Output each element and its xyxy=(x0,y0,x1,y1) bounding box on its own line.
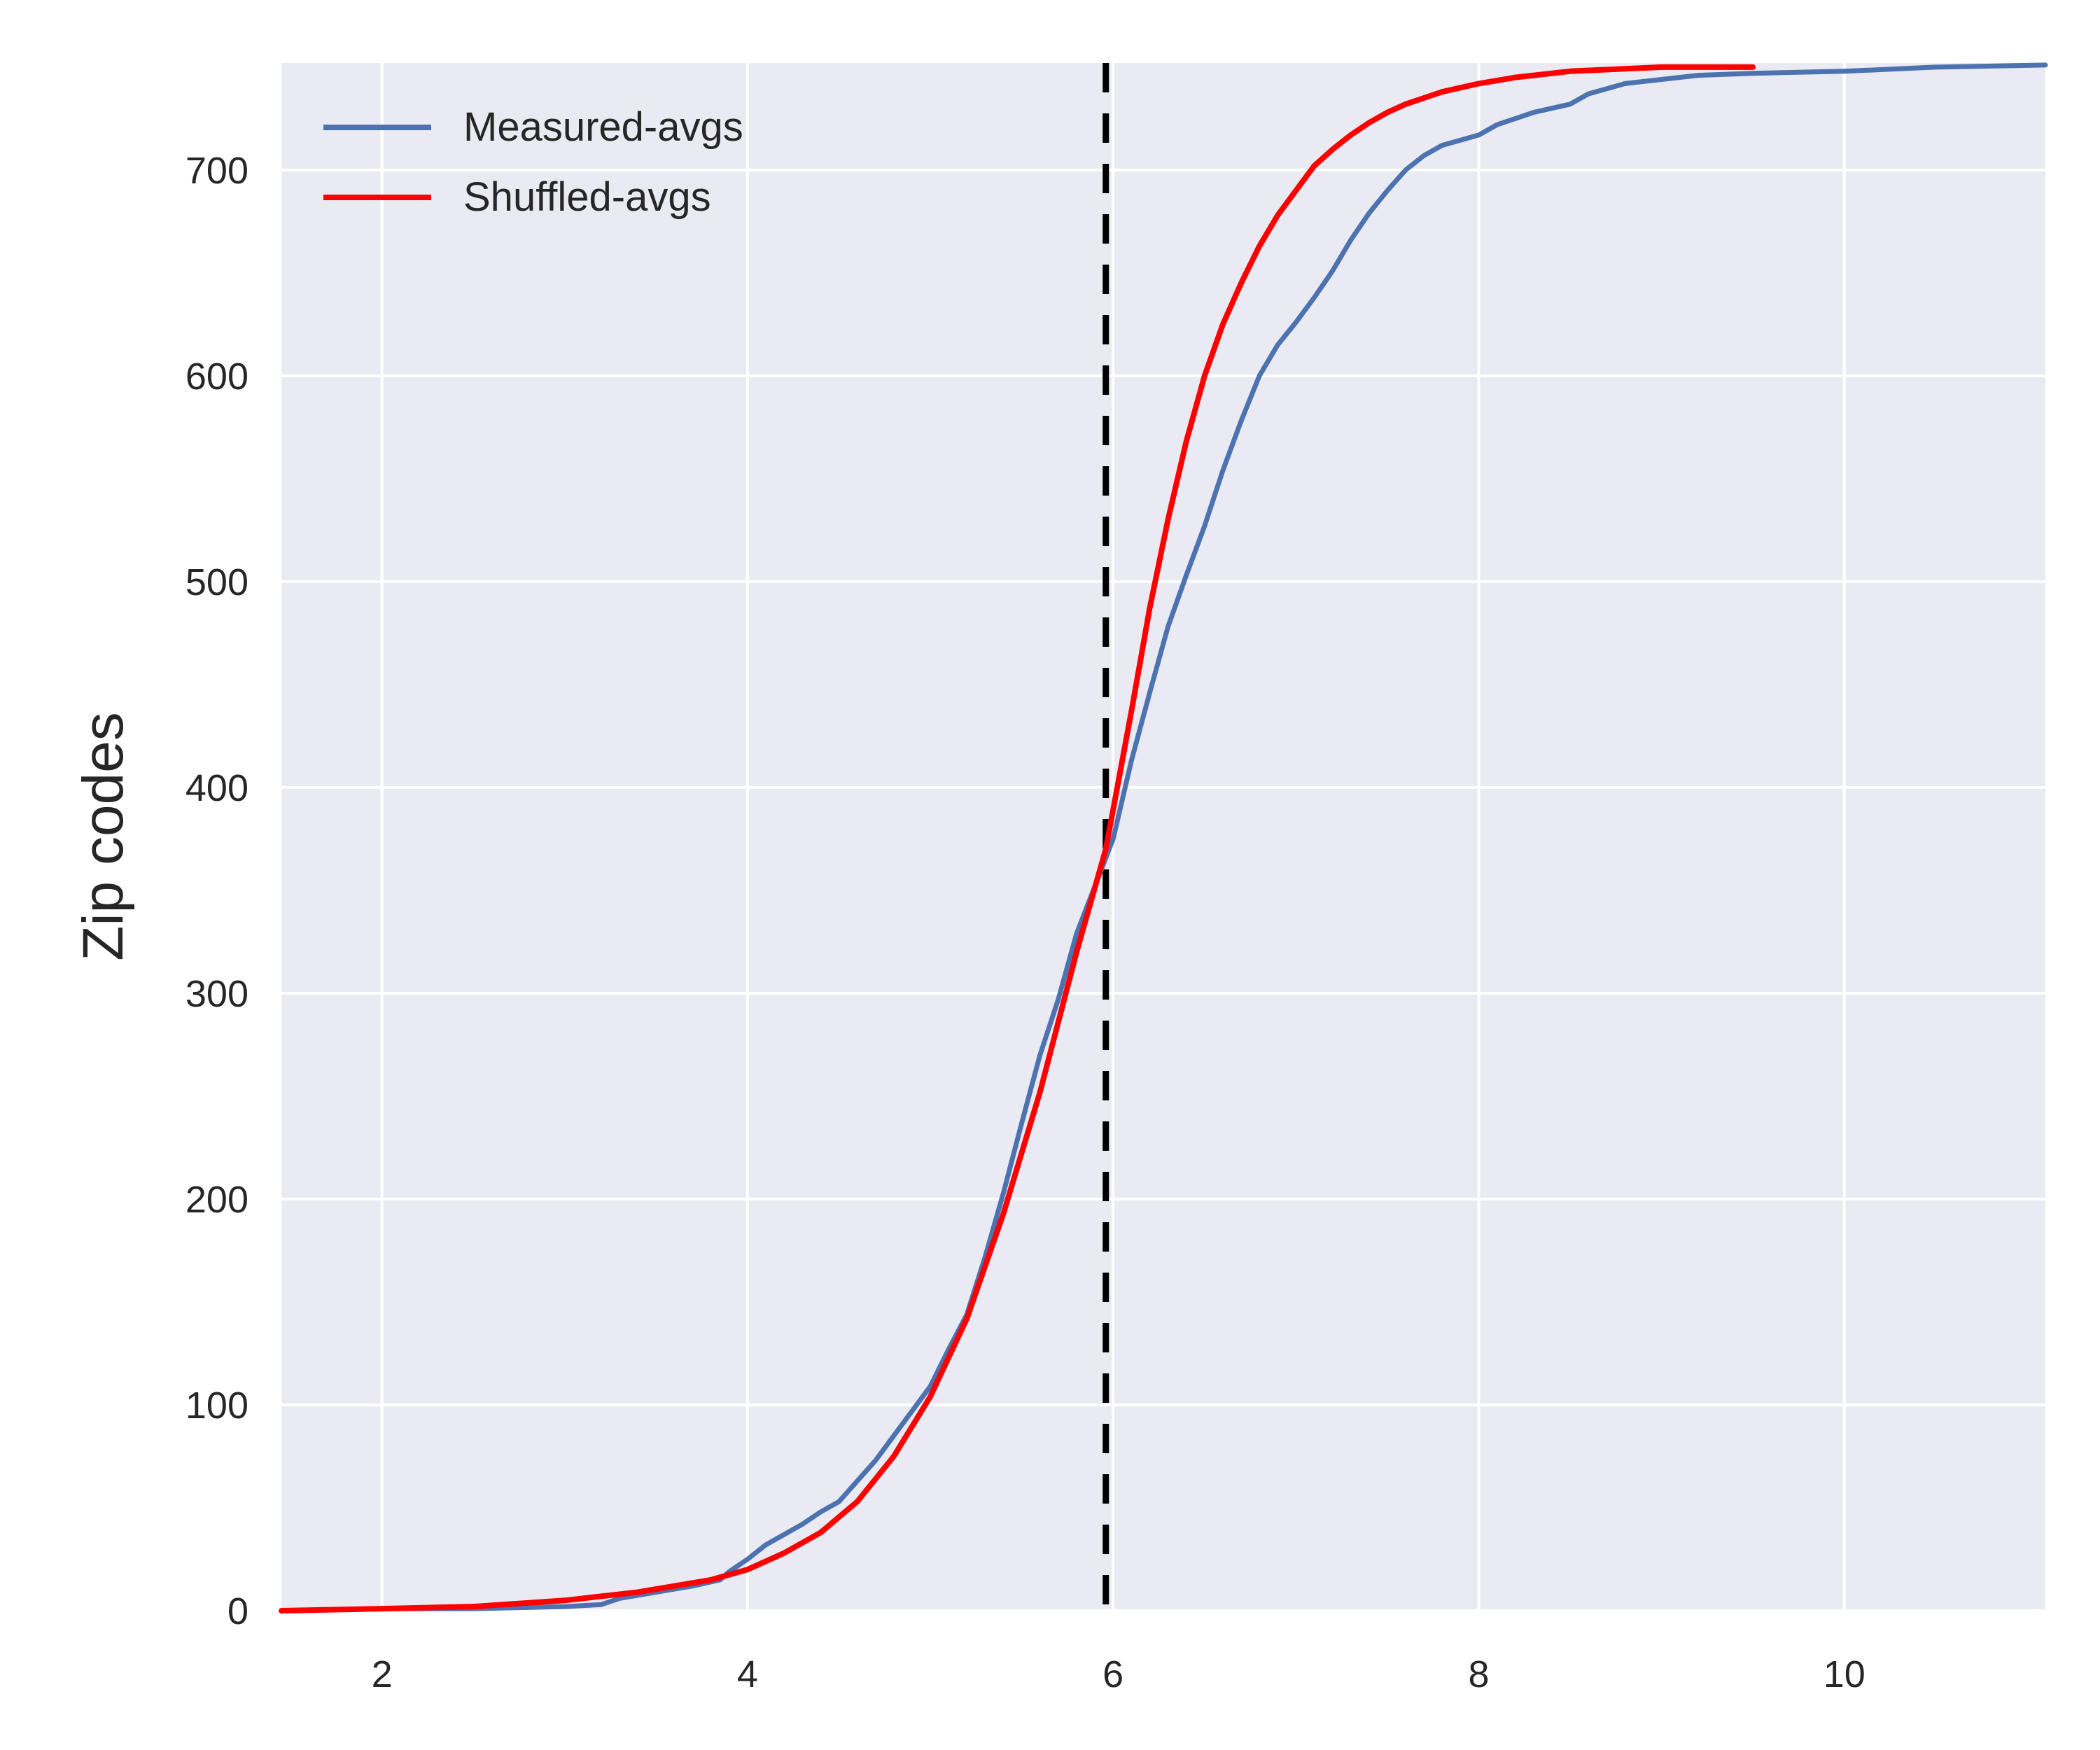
y-tick-label: 100 xyxy=(186,1385,248,1427)
y-tick-label: 700 xyxy=(186,150,248,192)
legend-label: Shuffled-avgs xyxy=(463,174,711,220)
series-layer xyxy=(279,62,2048,1614)
x-tick-label: 4 xyxy=(737,1653,758,1695)
series-line-shuffled-avgs xyxy=(279,64,1756,1614)
y-axis-label: Zip codes xyxy=(71,712,135,961)
x-tick-label: 6 xyxy=(1102,1653,1124,1695)
y-tick-label: 0 xyxy=(227,1590,248,1632)
x-tick-label: 10 xyxy=(1823,1653,1865,1695)
series-line-measured-avgs xyxy=(279,62,2048,1614)
grid-lines xyxy=(281,63,2045,1612)
plot-background xyxy=(281,63,2045,1611)
y-tick-labels: 0 100 200 300 400 500 600 700 xyxy=(186,150,248,1632)
y-tick-label: 500 xyxy=(186,561,248,603)
x-tick-label: 2 xyxy=(372,1653,393,1695)
y-tick-label: 600 xyxy=(186,356,248,398)
legend-label: Measured-avgs xyxy=(463,104,743,150)
legend: Measured-avgs Shuffled-avgs xyxy=(323,104,743,220)
y-tick-label: 300 xyxy=(186,973,248,1015)
y-tick-label: 400 xyxy=(186,767,248,809)
x-tick-label: 8 xyxy=(1468,1653,1489,1695)
x-tick-labels: 2 4 6 8 10 xyxy=(372,1653,1865,1695)
y-tick-label: 200 xyxy=(186,1179,248,1221)
